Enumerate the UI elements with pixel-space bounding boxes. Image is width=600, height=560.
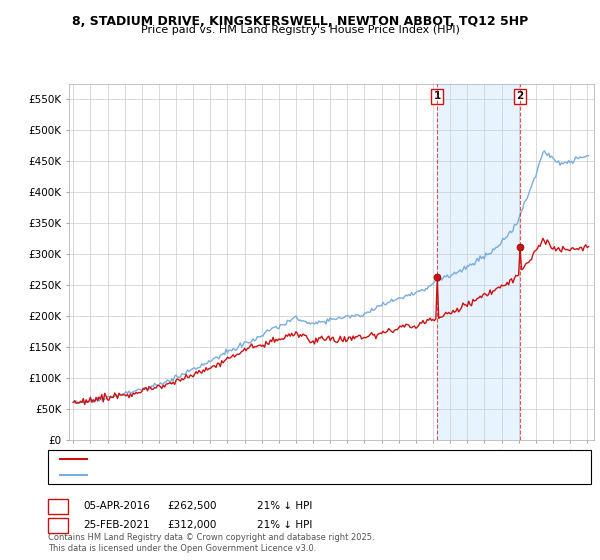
Text: £262,500: £262,500 [167,501,217,511]
Text: 21% ↓ HPI: 21% ↓ HPI [257,501,313,511]
Text: 21% ↓ HPI: 21% ↓ HPI [257,520,313,530]
Text: 2: 2 [55,520,62,530]
Text: Contains HM Land Registry data © Crown copyright and database right 2025.
This d: Contains HM Land Registry data © Crown c… [48,533,374,553]
Bar [437,84,520,440]
Text: Price paid vs. HM Land Registry's House Price Index (HPI): Price paid vs. HM Land Registry's House … [140,25,460,35]
Text: 8, STADIUM DRIVE, KINGSKERSWELL, NEWTON ABBOT, TQ12 5HP (detached house): 8, STADIUM DRIVE, KINGSKERSWELL, NEWTON … [91,454,500,464]
Text: 05-APR-2016: 05-APR-2016 [83,501,150,511]
Text: 2: 2 [517,91,524,101]
Text: 8, STADIUM DRIVE, KINGSKERSWELL, NEWTON ABBOT, TQ12 5HP: 8, STADIUM DRIVE, KINGSKERSWELL, NEWTON … [72,15,528,27]
Text: £312,000: £312,000 [167,520,217,530]
Text: 1: 1 [434,91,441,101]
Text: 25-FEB-2021: 25-FEB-2021 [83,520,150,530]
Text: HPI: Average price, detached house, Teignbridge: HPI: Average price, detached house, Teig… [91,470,329,480]
Text: 1: 1 [55,501,62,511]
